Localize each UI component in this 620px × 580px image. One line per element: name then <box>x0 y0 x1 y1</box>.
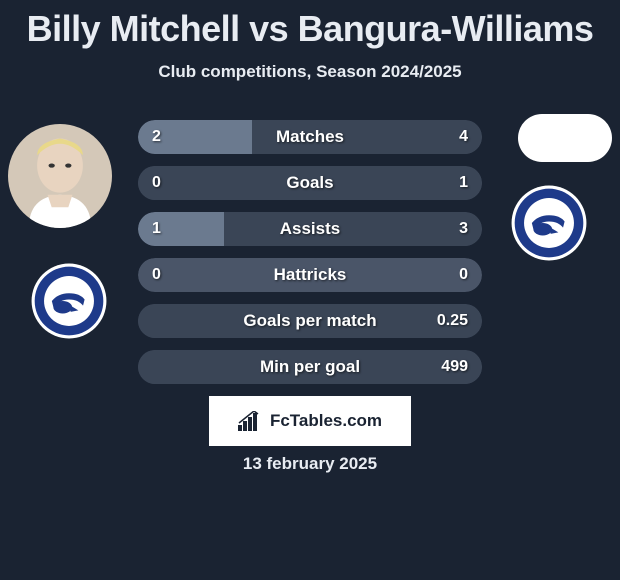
stat-row: Hattricks0 0 <box>138 258 482 292</box>
millwall-badge-icon <box>30 262 108 340</box>
stat-value-left: 0 <box>152 166 161 200</box>
stat-row: Assists1 3 <box>138 212 482 246</box>
stat-value-right: 499 <box>441 350 468 384</box>
stat-label: Assists <box>138 212 482 246</box>
stat-value-right: 1 <box>459 166 468 200</box>
stat-label: Matches <box>138 120 482 154</box>
avatar-placeholder-icon <box>8 124 112 228</box>
player-photo-right <box>518 114 612 162</box>
stat-value-right: 0.25 <box>437 304 468 338</box>
subtitle: Club competitions, Season 2024/2025 <box>0 62 620 82</box>
stat-row: Goals per match0.25 <box>138 304 482 338</box>
stat-row: Matches2 4 <box>138 120 482 154</box>
brand-box: FcTables.com <box>209 396 411 446</box>
stat-label: Min per goal <box>138 350 482 384</box>
fctables-logo-icon <box>238 411 264 431</box>
stat-value-left: 2 <box>152 120 161 154</box>
club-badge-left <box>30 262 108 340</box>
page-title: Billy Mitchell vs Bangura-Williams <box>0 0 620 50</box>
brand-label: FcTables.com <box>270 411 382 431</box>
stat-value-left: 0 <box>152 258 161 292</box>
stats-container: Matches24Goals01Assists13Hattricks00Goal… <box>138 120 482 396</box>
stat-label: Hattricks <box>138 258 482 292</box>
club-badge-right <box>510 184 588 262</box>
stat-value-right: 4 <box>459 120 468 154</box>
stat-value-right: 0 <box>459 258 468 292</box>
stat-value-right: 3 <box>459 212 468 246</box>
stat-label: Goals <box>138 166 482 200</box>
stat-row: Goals0 1 <box>138 166 482 200</box>
date-label: 13 february 2025 <box>0 454 620 474</box>
stat-value-left: 1 <box>152 212 161 246</box>
stat-row: Min per goal499 <box>138 350 482 384</box>
stat-label: Goals per match <box>138 304 482 338</box>
millwall-badge-icon <box>510 184 588 262</box>
player-photo-left <box>8 124 112 228</box>
